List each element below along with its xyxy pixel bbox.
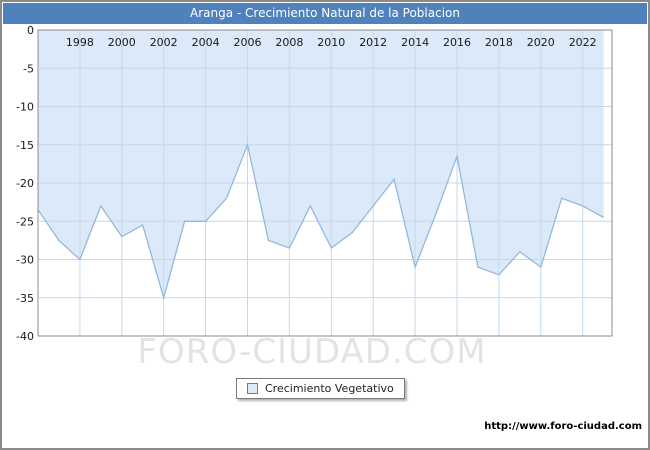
x-tick-label: 2006 — [234, 36, 262, 49]
series-line — [37, 142, 604, 301]
x-tick-label: 2014 — [401, 36, 429, 49]
x-tick-label: 2002 — [150, 36, 178, 49]
y-tick-label: 0 — [27, 24, 34, 37]
x-tick-label: 2000 — [108, 36, 136, 49]
x-tick-label: 2004 — [192, 36, 220, 49]
x-tick-label: 2020 — [527, 36, 555, 49]
y-tick-label: -10 — [16, 101, 34, 114]
legend-swatch — [247, 383, 258, 394]
y-tick-label: -5 — [23, 62, 34, 75]
y-tick-label: -20 — [16, 177, 34, 190]
y-tick-label: -25 — [16, 215, 34, 228]
y-tick-label: -35 — [16, 292, 34, 305]
y-tick-label: -40 — [16, 330, 34, 343]
area-fill — [38, 30, 604, 298]
x-tick-label: 2016 — [443, 36, 471, 49]
x-tick-label: 1998 — [66, 36, 94, 49]
legend-label: Crecimiento Vegetativo — [265, 382, 394, 395]
legend: Crecimiento Vegetativo — [236, 378, 405, 399]
x-tick-label: 2010 — [317, 36, 345, 49]
x-tick-label: 2012 — [359, 36, 387, 49]
x-tick-label: 2018 — [485, 36, 513, 49]
y-tick-label: -30 — [16, 254, 34, 267]
x-tick-label: 2022 — [569, 36, 597, 49]
plot-border — [37, 29, 613, 337]
x-tick-label: 2008 — [275, 36, 303, 49]
source-url: http://www.foro-ciudad.com — [484, 421, 642, 432]
y-tick-label: -15 — [16, 139, 34, 152]
chart-title: Aranga - Crecimiento Natural de la Pobla… — [3, 3, 647, 24]
